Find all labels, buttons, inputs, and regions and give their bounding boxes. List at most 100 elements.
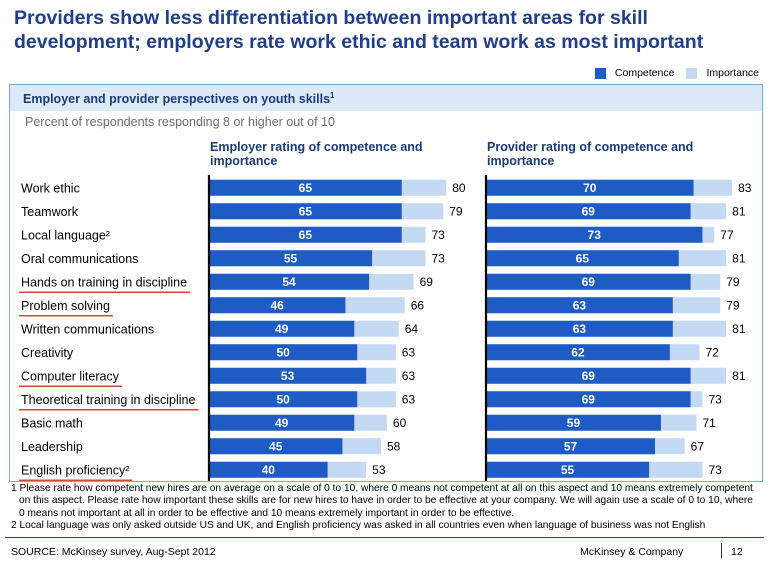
competence-value-label: 70 (583, 181, 597, 195)
category-label: Hands on training in discipline (21, 275, 187, 289)
competence-bar (486, 250, 679, 267)
competence-bar (209, 344, 358, 361)
competence-value-label: 53 (281, 369, 295, 383)
competence-bar (486, 438, 656, 455)
importance-value-label: 73 (708, 393, 722, 407)
competence-value-label: 63 (573, 299, 587, 313)
competence-bar (486, 203, 691, 220)
competence-value-label: 73 (588, 228, 602, 242)
competence-bar (209, 226, 402, 243)
footnote-1: 1 Please rate how competent new hires ar… (11, 483, 753, 519)
category-label: Work ethic (21, 181, 80, 195)
bar-chart: Work ethic Teamwork Local language² Oral co… (19, 140, 752, 481)
category-label: Problem solving (21, 299, 110, 313)
importance-value-label: 58 (387, 440, 401, 454)
footnotes: 1 Please rate how competent new hires ar… (11, 483, 759, 533)
importance-value-label: 69 (420, 275, 434, 289)
importance-value-label: 79 (726, 299, 740, 313)
competence-bar (486, 226, 703, 243)
competence-value-label: 55 (561, 463, 575, 477)
importance-value-label: 79 (726, 275, 740, 289)
category-label: Teamwork (21, 205, 79, 219)
brand-name: McKinsey & Company (580, 546, 684, 558)
competence-bar (486, 344, 670, 361)
competence-value-label: 59 (567, 416, 581, 430)
chart-panel: Employer and provider perspectives on yo… (9, 84, 763, 482)
footer-divider (5, 537, 764, 538)
competence-bar (486, 297, 673, 314)
competence-value-label: 46 (271, 299, 285, 313)
competence-bar (486, 273, 691, 290)
competence-value-label: 69 (582, 275, 596, 289)
legend: Competence Importance (583, 67, 759, 79)
category-label: Leadership (21, 440, 83, 454)
competence-value-label: 50 (276, 393, 290, 407)
importance-value-label: 73 (431, 252, 445, 266)
importance-value-label: 60 (393, 416, 407, 430)
competence-bar (209, 179, 402, 196)
importance-value-label: 63 (402, 393, 416, 407)
importance-value-label: 66 (411, 299, 425, 313)
legend-item-competence: Competence (594, 67, 675, 79)
competence-bar (209, 414, 355, 431)
importance-value-label: 77 (720, 228, 734, 242)
competence-value-label: 65 (299, 205, 313, 219)
importance-value-label: 53 (372, 463, 386, 477)
legend-label-importance: Importance (706, 67, 759, 79)
page-number: 12 (731, 546, 743, 558)
competence-value-label: 65 (576, 252, 590, 266)
importance-value-label: 81 (732, 205, 746, 219)
importance-value-label: 72 (705, 346, 719, 360)
category-label: Basic math (21, 416, 83, 430)
competence-bar (209, 203, 402, 220)
legend-label-competence: Competence (614, 67, 675, 79)
competence-value-label: 55 (284, 252, 298, 266)
importance-value-label: 63 (402, 369, 416, 383)
competence-value-label: 69 (582, 393, 596, 407)
category-label: Written communications (21, 322, 154, 336)
panel-subtitle: Percent of respondents responding 8 or h… (25, 115, 335, 129)
competence-bar (209, 391, 358, 408)
importance-value-label: 80 (452, 181, 466, 195)
competence-bar (209, 438, 343, 455)
panel-title: Employer and provider perspectives on yo… (23, 91, 335, 107)
competence-bar (209, 461, 328, 478)
importance-value-label: 79 (449, 205, 463, 219)
competence-value-label: 69 (582, 369, 596, 383)
importance-value-label: 73 (708, 463, 722, 477)
competence-value-label: 40 (262, 463, 276, 477)
legend-swatch-importance (686, 67, 698, 79)
panel-chart-title: Provider rating of competence and importa… (487, 140, 693, 168)
importance-value-label: 73 (431, 228, 445, 242)
importance-value-label: 67 (691, 440, 705, 454)
panel-header: Employer and provider perspectives on yo… (10, 85, 762, 111)
competence-value-label: 63 (573, 322, 587, 336)
competence-value-label: 65 (299, 228, 313, 242)
competence-value-label: 62 (571, 346, 585, 360)
importance-value-label: 71 (703, 416, 717, 430)
competence-bar (486, 414, 661, 431)
competence-value-label: 49 (275, 416, 289, 430)
category-label: Creativity (21, 346, 74, 360)
competence-value-label: 57 (564, 440, 578, 454)
source-note: SOURCE: McKinsey survey, Aug-Sept 2012 (11, 546, 216, 558)
category-label: Oral communications (21, 252, 138, 266)
footnote-2: 2 Local language was only asked outside … (11, 520, 706, 532)
competence-bar (209, 273, 370, 290)
competence-value-label: 49 (275, 322, 289, 336)
competence-bar (486, 367, 691, 384)
importance-value-label: 81 (732, 322, 746, 336)
panel-chart-title: Employer rating of competence and importa… (210, 140, 423, 168)
legend-swatch-competence (594, 67, 606, 79)
importance-value-label: 81 (732, 369, 746, 383)
competence-bar (486, 391, 691, 408)
importance-value-label: 83 (738, 181, 752, 195)
category-label: English proficiency² (21, 463, 129, 477)
legend-item-importance: Importance (686, 67, 759, 79)
competence-bar (486, 179, 694, 196)
importance-value-label: 64 (405, 322, 419, 336)
competence-bar (486, 320, 673, 337)
competence-bar (209, 250, 373, 267)
competence-bar (209, 297, 346, 314)
competence-bar (209, 320, 355, 337)
